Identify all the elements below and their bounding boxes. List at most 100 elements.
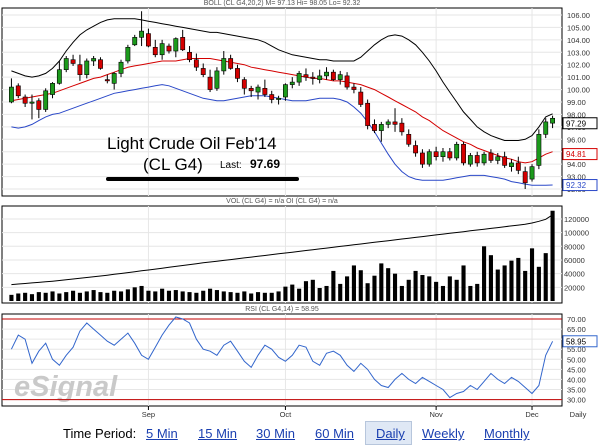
volume-bar (9, 294, 14, 301)
candle-body (269, 94, 275, 100)
date-tick-label: Daily (570, 410, 587, 419)
volume-bar (180, 291, 185, 301)
volume-bar (324, 285, 329, 301)
volume-bar (468, 285, 473, 301)
candle-body (433, 151, 439, 158)
period-link-daily[interactable]: Daily (376, 426, 405, 441)
volume-bar (345, 276, 350, 301)
candle-body (29, 101, 35, 104)
candle-body (344, 75, 350, 88)
candle-body (146, 33, 151, 47)
volume-bar (43, 292, 48, 301)
last-value: 97.69 (250, 157, 280, 171)
rsi-tick-label: 55.00 (567, 345, 586, 354)
candle-body (317, 75, 323, 80)
price-badge-box (562, 179, 598, 192)
open-interest-line (11, 214, 553, 286)
volume-bar (283, 286, 288, 301)
candle-body (255, 86, 261, 93)
volume-bar (413, 270, 418, 301)
volume-bar (454, 279, 459, 301)
rsi-tick-label: 35.00 (567, 386, 586, 395)
bollinger-upper-line (11, 18, 553, 141)
candle-body (310, 76, 316, 79)
period-link-60min[interactable]: 60 Min (315, 426, 355, 441)
volume-bar (228, 292, 233, 301)
period-link-weekly[interactable]: Weekly (422, 426, 465, 441)
volume-series-layer (9, 210, 555, 301)
volume-bar (440, 285, 446, 301)
candle-body (118, 61, 124, 74)
candle-body (372, 124, 377, 131)
volume-bar (91, 290, 96, 301)
candle-body (187, 51, 192, 61)
volume-tick-label: 100000 (564, 229, 589, 238)
date-tick-label: Sep (142, 410, 155, 419)
last-label: Last: (220, 160, 242, 171)
volume-bar (36, 292, 41, 301)
volume-bar (50, 291, 55, 301)
candle-body (180, 37, 186, 51)
candle-body (365, 102, 371, 126)
candle-body (98, 59, 103, 69)
chart-title: Light Crude Oil Feb'14 (107, 134, 277, 153)
candle-body (43, 90, 49, 110)
volume-bar (173, 290, 178, 301)
candle-body (413, 145, 418, 154)
volume-bar (475, 283, 480, 301)
volume-bar (64, 292, 69, 301)
candle-body (529, 166, 535, 180)
volume-grid: 120000 100000 80000 60000 40000 20000 (2, 215, 589, 292)
volume-bar (77, 292, 82, 301)
volume-bar (365, 283, 370, 301)
candle-body (454, 143, 460, 159)
period-link-5min[interactable]: 5 Min (146, 426, 178, 441)
volume-tick-label: 120000 (564, 215, 589, 224)
price-tick-label: 106.00 (567, 11, 590, 20)
period-link-15min[interactable]: 15 Min (198, 426, 238, 441)
price-tick-label: 96.00 (567, 135, 586, 144)
candle-body (56, 69, 62, 84)
volume-bar (406, 279, 411, 301)
volume-tick-label: 40000 (564, 270, 585, 279)
rsi-tick-label: 65.00 (567, 325, 586, 334)
price-tick-label: 105.00 (567, 23, 590, 32)
candle-body (488, 152, 494, 161)
volume-bar (516, 257, 521, 301)
volume-bar (249, 293, 254, 301)
volume-bar (146, 290, 151, 301)
candle-body (276, 97, 281, 100)
candle-body (228, 58, 234, 69)
volume-bar (317, 288, 322, 301)
time-period-bar (0, 420, 600, 445)
price-tick-label: 99.00 (567, 98, 586, 107)
candle-body (166, 45, 172, 52)
candle-body (550, 117, 555, 124)
candle-body (351, 86, 357, 90)
volume-bar (84, 291, 89, 301)
candle-body (385, 121, 391, 125)
candle-body (378, 124, 384, 131)
volume-bar (194, 292, 199, 301)
date-tick-label: Oct (280, 410, 293, 419)
volume-bar (543, 253, 548, 301)
rsi-tick-label: 45.00 (567, 365, 586, 374)
volume-bar (434, 281, 439, 301)
period-link-monthly[interactable]: Monthly (484, 426, 530, 441)
volume-bar (447, 276, 452, 301)
rsi-tick-label: 30.00 (567, 396, 586, 405)
period-link-30min[interactable]: 30 Min (256, 426, 296, 441)
volume-bar (201, 290, 206, 301)
volume-bar (262, 292, 267, 301)
candle-body (330, 71, 336, 80)
candle-body (283, 84, 288, 98)
candle-body (399, 122, 405, 133)
candle-body (440, 151, 446, 158)
volume-panel-header: VOL (CL G4) = n/a OI (CL G4) = n/a (226, 198, 338, 205)
candle-body (324, 71, 329, 77)
candle-body (235, 68, 240, 79)
candle-body (420, 152, 425, 165)
price-tick-label: 94.00 (567, 160, 586, 169)
bollinger-middle-line (11, 58, 553, 164)
price-badge-label: 92.32 (566, 181, 587, 190)
